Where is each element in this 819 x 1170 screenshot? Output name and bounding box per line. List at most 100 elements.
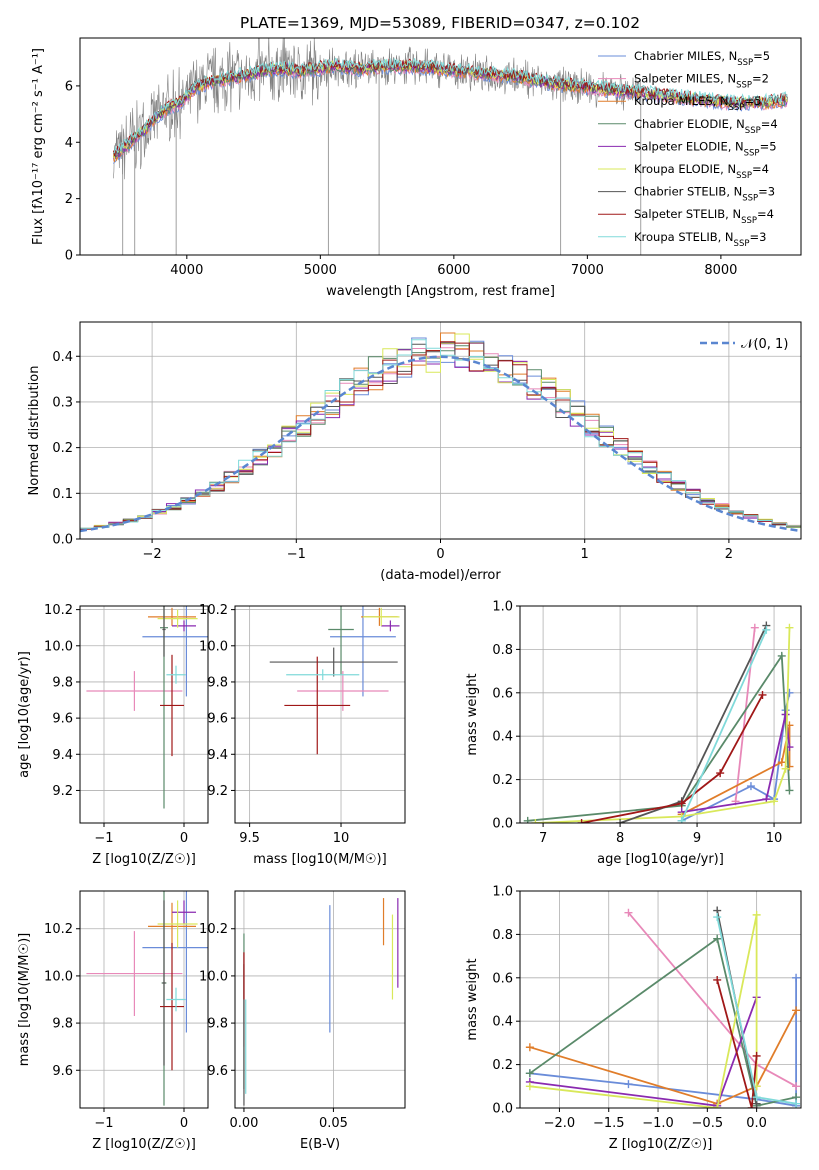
legend-count: =4 — [757, 207, 774, 221]
y-tick-label: 0.0 — [492, 817, 513, 832]
weight-point-marker — [525, 1069, 534, 1078]
y-tick-label: 0.4 — [492, 730, 513, 745]
weight-series-line — [716, 979, 758, 1108]
plot-frame — [79, 37, 802, 256]
histogram-group — [80, 332, 801, 533]
weight-point-marker — [752, 1051, 761, 1060]
weight-point-marker — [752, 1093, 761, 1102]
y-tick-label: 9.6 — [207, 712, 228, 727]
legend-count: =3 — [758, 185, 775, 199]
y-tick-label: 9.8 — [207, 1017, 228, 1032]
legend-count: =5 — [753, 49, 770, 63]
y-tick-label: 0.0 — [492, 1102, 513, 1117]
weight-point-marker — [523, 816, 532, 823]
x-tick-label: −1 — [287, 547, 306, 562]
weight-point-marker — [792, 1082, 801, 1091]
legend-count: =5 — [760, 139, 777, 153]
y-tick-label: 0.6 — [492, 971, 513, 986]
y-tick-label: 1.0 — [492, 885, 513, 900]
figure-title: PLATE=1369, MJD=53089, FIBERID=0347, z=0… — [240, 14, 640, 32]
spectrum-x-label: wavelength [Angstrom, rest frame] — [326, 284, 555, 299]
residuals-x-label: (data-model)/error — [380, 568, 501, 583]
weight-point-marker — [770, 797, 779, 806]
y-tick-label: 0.2 — [492, 1058, 513, 1073]
age-vs-mass-axes: 9.5 10 9.2 9.4 9.6 9.8 10.0 10.2 — [199, 603, 405, 846]
weight-point-marker — [677, 799, 686, 808]
legend-subscript: SSP — [734, 239, 750, 249]
legend-subscript: SSP — [736, 171, 752, 181]
x-tick-label: 0 — [180, 1116, 188, 1131]
x-tick-label: 1 — [581, 547, 589, 562]
x-tick-label: −2.0 — [544, 1116, 576, 1131]
y-tick-label: 9.2 — [52, 784, 73, 799]
legend-entry: Chabrier MILES, NSSP=5 — [634, 49, 770, 68]
weight-point-marker — [677, 816, 686, 823]
plot-frame — [519, 605, 802, 824]
legend-count: =4 — [761, 117, 778, 131]
weight-point-marker — [785, 786, 794, 795]
weight-vs-Z-y-label: mass weight — [465, 958, 480, 1040]
legend-count: =4 — [752, 162, 769, 176]
model-spectrum-line — [112, 58, 788, 157]
x-tick-label: 0.00 — [229, 1116, 258, 1131]
weight-vs-age-lines — [523, 621, 794, 823]
weight-point-marker — [713, 934, 722, 943]
model-spectrum-line — [112, 59, 788, 161]
x-tick-label: 8 — [616, 831, 624, 846]
weight-point-marker — [716, 769, 725, 778]
plot-frame — [79, 890, 209, 1109]
plot-frame — [234, 890, 406, 1109]
weight-vs-age-y-label: mass weight — [465, 673, 480, 755]
legend-subscript: SSP — [737, 58, 753, 68]
x-tick-label: 4000 — [170, 263, 203, 278]
weight-point-marker — [624, 1080, 633, 1089]
plot-frame — [234, 605, 406, 824]
y-tick-label: 9.4 — [207, 748, 228, 763]
spectrum-axes: 4000 5000 6000 7000 8000 0 2 4 6 — [65, 79, 738, 278]
weight-vs-Z-x-label: Z [log10(Z/Z☉)] — [609, 1137, 713, 1152]
weight-point-marker — [525, 1043, 534, 1052]
weight-point-marker — [624, 908, 633, 917]
legend-subscript: SSP — [744, 148, 760, 158]
y-tick-label: 10.2 — [199, 922, 228, 937]
weight-point-marker — [792, 1099, 801, 1108]
legend-entry: Salpeter STELIB, NSSP=4 — [634, 207, 774, 226]
y-tick-label: 9.6 — [52, 1064, 73, 1079]
weight-point-marker — [762, 625, 771, 634]
weight-point-marker — [777, 758, 786, 767]
mass-vs-Z-y-label: mass [log10(M/M☉)] — [17, 933, 32, 1066]
weight-point-marker — [577, 819, 586, 823]
x-tick-label: 7000 — [571, 263, 604, 278]
legend-subscript: SSP — [745, 126, 761, 136]
weight-series-line — [529, 937, 797, 1107]
x-tick-label: 0.0 — [746, 1116, 767, 1131]
y-tick-label: 0.2 — [492, 773, 513, 788]
weight-vs-Z-lines — [525, 906, 801, 1108]
legend-subscript: SSP — [736, 81, 752, 91]
y-tick-label: 9.6 — [207, 1064, 228, 1079]
y-tick-label: 0.3 — [52, 395, 73, 410]
weight-point-marker — [781, 764, 790, 773]
weight-point-marker — [750, 623, 759, 632]
mass-vs-Z-x-label: Z [log10(Z/Z☉)] — [92, 1137, 196, 1152]
x-tick-label: −2 — [143, 547, 162, 562]
weight-series-line — [527, 653, 791, 822]
legend-entry: Kroupa ELODIE, NSSP=4 — [634, 162, 769, 181]
weight-point-marker — [781, 710, 790, 719]
plot-frame — [519, 890, 802, 1109]
legend-subscript: SSP — [729, 103, 745, 113]
x-tick-label: 2 — [725, 547, 733, 562]
y-tick-label: 9.8 — [52, 1017, 73, 1032]
y-tick-label: 10.0 — [199, 639, 228, 654]
x-tick-label: −1 — [94, 831, 113, 846]
weight-point-marker — [752, 910, 761, 919]
y-tick-label: 0.4 — [492, 1015, 513, 1030]
y-tick-label: 10.2 — [44, 603, 73, 618]
weight-point-marker — [531, 819, 540, 823]
legend-count: =2 — [752, 72, 769, 86]
y-tick-label: 10.0 — [44, 639, 73, 654]
weight-point-marker — [792, 1006, 801, 1015]
y-tick-label: 0 — [65, 249, 73, 264]
weight-point-marker — [785, 623, 794, 632]
